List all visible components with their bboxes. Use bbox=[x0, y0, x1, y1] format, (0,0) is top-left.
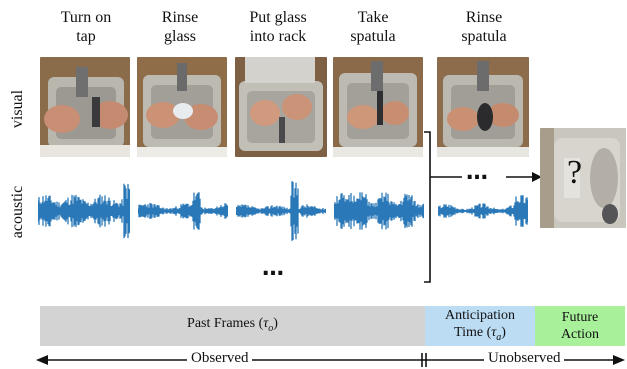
row-label-acoustic: acoustic bbox=[9, 185, 26, 239]
anticipation-time-bar: Anticipation Time (τa) bbox=[425, 306, 535, 346]
ellipsis-more-segments: … bbox=[262, 256, 287, 281]
past-frames-bar: Past Frames (τo) bbox=[40, 306, 425, 346]
unobserved-label: Unobserved bbox=[484, 350, 565, 367]
action-label-2: Rinse glass bbox=[161, 9, 199, 45]
waveform-3 bbox=[236, 181, 326, 241]
bracket-arrow bbox=[424, 131, 542, 283]
future-label-line2: Action bbox=[560, 327, 600, 342]
waveform-5 bbox=[438, 195, 528, 227]
future-label-line1: Future bbox=[561, 310, 599, 325]
video-frame-4 bbox=[333, 57, 423, 157]
anticipation-label-line2: Time (τa) bbox=[454, 324, 506, 343]
future-question-mark: ? bbox=[567, 154, 583, 191]
action-label-5: Rinse spatula bbox=[461, 9, 507, 45]
past-frames-label: Past Frames (τo) bbox=[187, 316, 278, 334]
video-frame-2 bbox=[137, 57, 227, 157]
waveform-4 bbox=[334, 192, 424, 230]
anticipation-label-line1: Anticipation bbox=[445, 307, 515, 323]
action-label-1: Turn on tap bbox=[60, 9, 112, 45]
action-label-4: Take spatula bbox=[350, 9, 396, 45]
waveform-2 bbox=[138, 192, 228, 230]
video-frame-3 bbox=[235, 57, 327, 157]
video-frame-1 bbox=[40, 57, 130, 157]
future-action-bar: Future Action bbox=[535, 306, 625, 346]
observed-label: Observed bbox=[187, 350, 253, 367]
waveform-1 bbox=[38, 183, 130, 239]
future-frame bbox=[540, 128, 626, 228]
ellipsis-anticipation: … bbox=[466, 160, 491, 185]
action-label-3: Put glass into rack bbox=[249, 9, 307, 45]
row-label-visual: visual bbox=[9, 89, 26, 129]
video-frame-5 bbox=[437, 57, 529, 157]
